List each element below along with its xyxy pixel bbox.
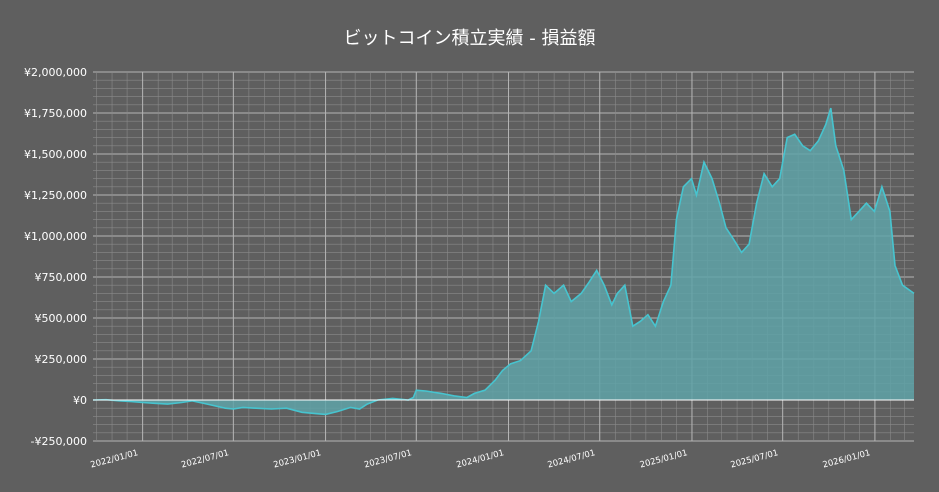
- y-tick-label: ¥500,000: [35, 312, 88, 325]
- y-tick-label: ¥1,250,000: [24, 189, 87, 202]
- x-tick-label: 2024/07/01: [547, 448, 597, 470]
- x-tick-label: 2024/01/01: [455, 448, 505, 470]
- y-tick-label: ¥750,000: [35, 271, 88, 284]
- y-tick-label: ¥2,000,000: [24, 66, 87, 79]
- y-tick-label: ¥250,000: [35, 353, 88, 366]
- y-tick-label: ¥1,750,000: [24, 107, 87, 120]
- y-tick-label: -¥250,000: [31, 435, 87, 448]
- x-tick-label: 2023/07/01: [363, 448, 413, 470]
- x-tick-label: 2022/01/01: [89, 448, 139, 470]
- y-tick-label: ¥0: [73, 394, 87, 407]
- x-tick-label: 2025/07/01: [730, 448, 780, 470]
- x-tick-label: 2026/01/01: [822, 448, 872, 470]
- x-tick-label: 2025/01/01: [639, 448, 689, 470]
- y-tick-label: ¥1,000,000: [24, 230, 87, 243]
- y-tick-label: ¥1,500,000: [24, 148, 87, 161]
- x-tick-label: 2022/07/01: [180, 448, 230, 470]
- x-tick-label: 2023/01/01: [272, 448, 322, 470]
